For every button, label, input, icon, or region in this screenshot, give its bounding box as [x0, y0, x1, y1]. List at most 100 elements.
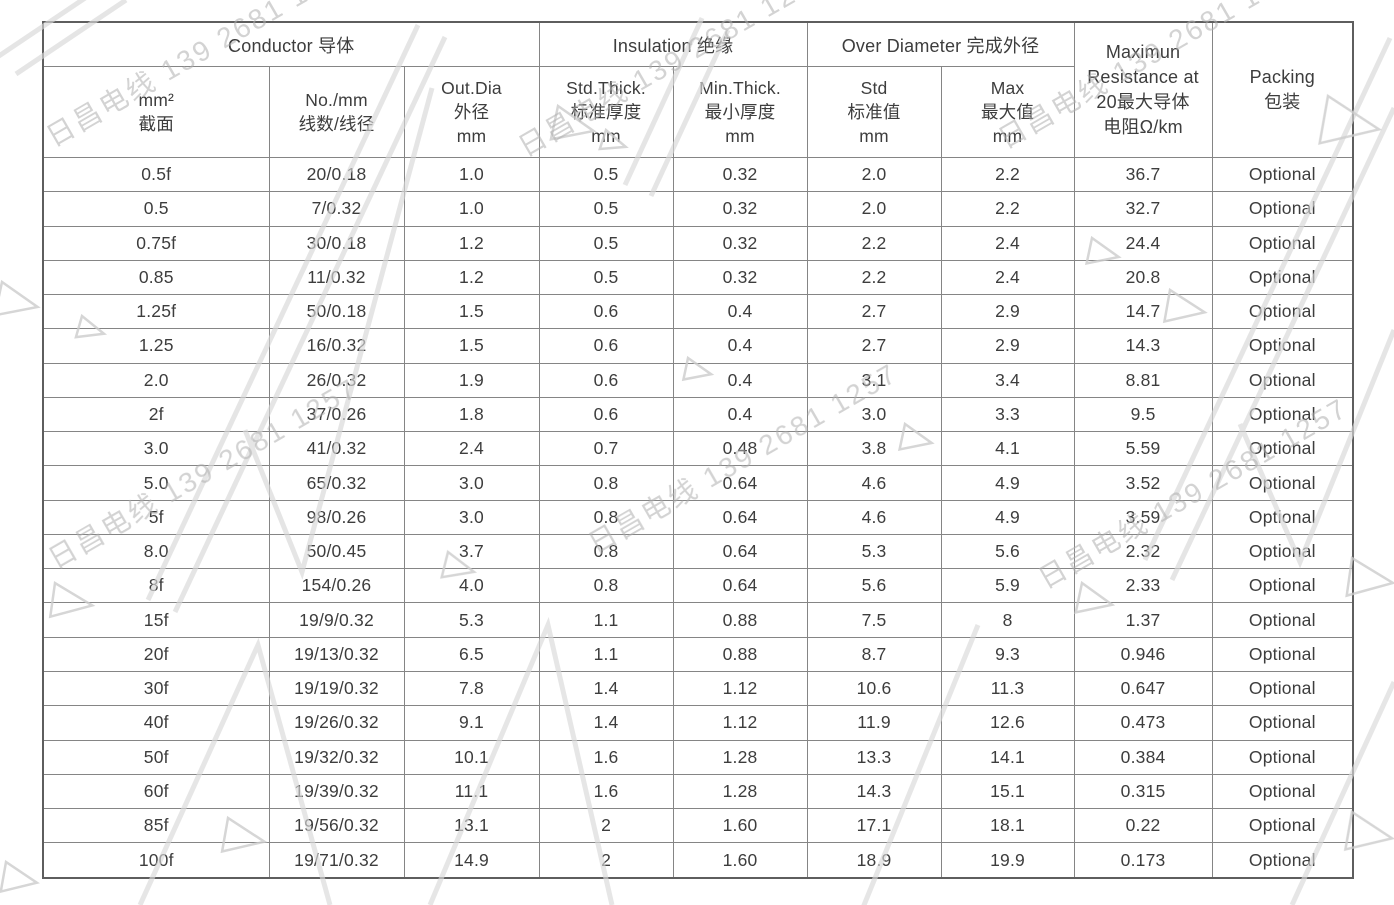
header-group-insulation: Insulation 绝缘 [538, 21, 808, 67]
table-cell: 4.9 [940, 465, 1075, 501]
table-cell: 2.4 [940, 225, 1075, 261]
table-cell: 15f [42, 602, 270, 638]
table-cell: 8.0 [42, 533, 270, 570]
table-row: 0.75f 30/0.18 1.2 0.5 0.32 2.2 2.4 24.4 Optional [42, 225, 1354, 261]
table-cell: 0.7 [538, 431, 674, 467]
table-cell: 5.3 [806, 533, 942, 570]
table-cell: 2.4 [940, 259, 1075, 296]
header-line: mm [591, 126, 621, 147]
table-cell: 14.9 [403, 842, 540, 879]
table-cell: 1.0 [403, 156, 540, 193]
table-cell: 19/56/0.32 [268, 808, 405, 844]
table-row: 30f 19/19/0.32 7.8 1.4 1.12 10.6 11.3 0.647 Opti… [42, 670, 1354, 707]
table-cell: 20/0.18 [268, 156, 405, 193]
table-row: 2f 37/0.26 1.8 0.6 0.4 3.0 3.3 9.5 Optional [42, 396, 1354, 433]
table-cell: 0.88 [672, 602, 808, 638]
header-line: mm [992, 126, 1023, 147]
table-cell: 14.1 [940, 739, 1075, 775]
table-cell: 11.3 [940, 670, 1075, 707]
table-cell: 0.64 [672, 568, 808, 604]
table-cell: 0.32 [672, 156, 808, 193]
table-cell: Optional [1211, 602, 1354, 638]
table-cell: 3.0 [42, 431, 270, 467]
table-cell: 2 [538, 842, 674, 879]
header-group-row: Conductor 导体 Insulation 绝缘 Over Diameter… [42, 21, 1354, 158]
table-cell: 1.6 [538, 773, 674, 810]
table-cell: 1.5 [403, 328, 540, 364]
table-cell: 30f [42, 670, 270, 707]
table-row: 50f 19/32/0.32 10.1 1.6 1.28 13.3 14.1 0.384 Opt… [42, 739, 1354, 775]
table-cell: 24.4 [1073, 225, 1213, 261]
header-group-over-diameter: Over Diameter 完成外径 [806, 21, 1075, 67]
table-row: 3.0 41/0.32 2.4 0.7 0.48 3.8 4.1 5.59 Optional [42, 431, 1354, 467]
table-cell: 0.8 [538, 533, 674, 570]
table-cell: Optional [1211, 568, 1354, 604]
header-line: Packing [1249, 67, 1316, 88]
table-cell: 1.1 [538, 602, 674, 638]
table-cell: 18.9 [806, 842, 942, 879]
table-cell: 14.7 [1073, 294, 1213, 330]
table-cell: 0.32 [672, 259, 808, 296]
table-cell: 1.8 [403, 396, 540, 433]
table-cell: 8 [940, 602, 1075, 638]
table-cell: 1.4 [538, 705, 674, 741]
header-line: 标准值 [847, 101, 901, 122]
table-row: 20f 19/13/0.32 6.5 1.1 0.88 8.7 9.3 0.946 Option… [42, 636, 1354, 672]
table-cell: 0.8 [538, 499, 674, 535]
table-cell: 3.0 [403, 499, 540, 535]
table-cell: 1.5 [403, 294, 540, 330]
table-cell: 41/0.32 [268, 431, 405, 467]
table-cell: 0.384 [1073, 739, 1213, 775]
header-line: mm [859, 126, 889, 147]
table-cell: 0.4 [672, 294, 808, 330]
header-line: 电阻Ω/km [1103, 116, 1183, 137]
table-cell: Optional [1211, 705, 1354, 741]
subheader-out-dia: Out.Dia 外径 mm [403, 66, 540, 158]
table-cell: 1.0 [403, 191, 540, 227]
table-cell: Optional [1211, 636, 1354, 672]
table-cell: 0.5f [42, 156, 270, 193]
table-cell: 12.6 [940, 705, 1075, 741]
table-cell: 2.7 [806, 328, 942, 364]
table-cell: 11.9 [806, 705, 942, 741]
table-cell: 7.8 [403, 670, 540, 707]
table-cell: 5f [42, 499, 270, 535]
table-cell: 2.9 [940, 294, 1075, 330]
table-cell: 0.946 [1073, 636, 1213, 672]
table-cell: Optional [1211, 670, 1354, 707]
table-cell: 3.59 [1073, 499, 1213, 535]
table-cell: Optional [1211, 396, 1354, 433]
table-cell: 0.32 [672, 191, 808, 227]
table-row: 100f 19/71/0.32 14.9 2 1.60 18.9 19.9 0.173 Opti… [42, 842, 1354, 879]
table-cell: Optional [1211, 294, 1354, 330]
table-cell: 65/0.32 [268, 465, 405, 501]
table-row: 2.0 26/0.32 1.9 0.6 0.4 3.1 3.4 8.81 Optional [42, 362, 1354, 398]
header-line: No./mm [305, 89, 368, 110]
table-cell: 3.0 [806, 396, 942, 433]
table-row: 5.0 65/0.32 3.0 0.8 0.64 4.6 4.9 3.52 Optional [42, 465, 1354, 501]
table-cell: 9.1 [403, 705, 540, 741]
table-cell: 0.6 [538, 294, 674, 330]
table-cell: 0.5 [538, 225, 674, 261]
table-cell: 0.5 [538, 156, 674, 193]
table-cell: 0.473 [1073, 705, 1213, 741]
table-cell: 19/19/0.32 [268, 670, 405, 707]
table-cell: 20f [42, 636, 270, 672]
table-cell: 2.0 [806, 191, 942, 227]
table-cell: 3.52 [1073, 465, 1213, 501]
table-cell: 3.7 [403, 533, 540, 570]
table-cell: 5.6 [806, 568, 942, 604]
table-cell: 98/0.26 [268, 499, 405, 535]
subheader-min-thick: Min.Thick. 最小厚度 mm [672, 66, 808, 158]
table-cell: 1.2 [403, 259, 540, 296]
table-cell: 0.64 [672, 533, 808, 570]
table-cell: Optional [1211, 842, 1354, 879]
subheader-no-mm: No./mm 线数/线径 [268, 66, 405, 158]
table-cell: 2.9 [940, 328, 1075, 364]
table-cell: 19/39/0.32 [268, 773, 405, 810]
table-cell: 36.7 [1073, 156, 1213, 193]
table-cell: 50f [42, 739, 270, 775]
table-cell: 11.1 [403, 773, 540, 810]
table-cell: Optional [1211, 431, 1354, 467]
table-cell: 40f [42, 705, 270, 741]
